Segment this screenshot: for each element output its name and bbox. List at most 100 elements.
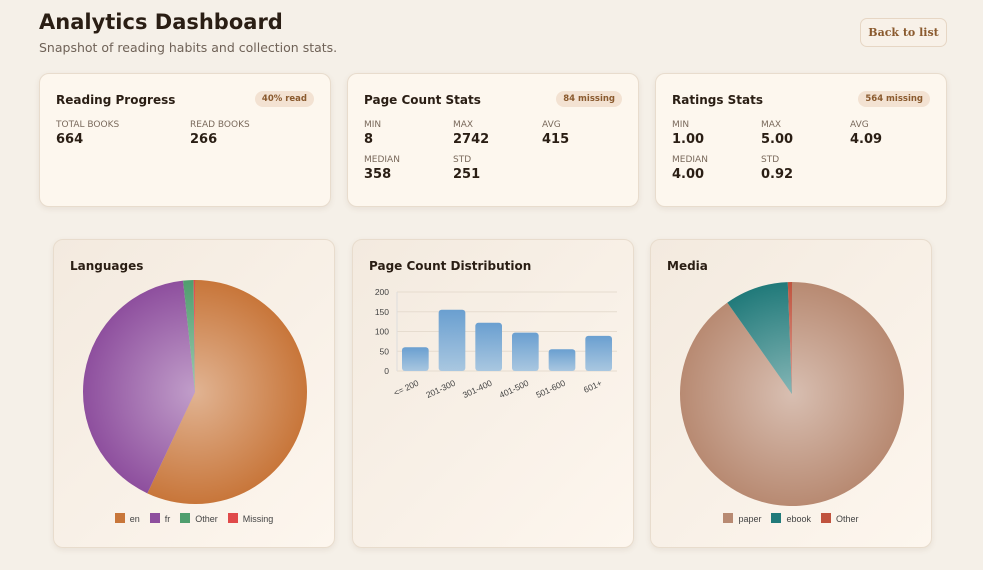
chart-title: Page Count Distribution	[369, 259, 532, 273]
page-count-distribution-card: 0 50 100 150 200 <= 200 201-300 301-400 401-500 5…	[352, 239, 634, 548]
x-tick-label: 301-400	[461, 378, 494, 400]
legend-item-missing[interactable]: Missing	[227, 513, 274, 524]
stat-label: Std	[761, 155, 780, 165]
bar-201-300	[438, 309, 466, 371]
bar-501-600	[548, 349, 576, 371]
stat-label: Std	[453, 155, 472, 165]
pie-slice-highlight	[147, 280, 308, 504]
bar-401-500	[512, 332, 539, 371]
legend-label: Missing	[242, 514, 274, 524]
reading-progress-card: Reading Progress 40% read Total Books 664…	[39, 73, 331, 207]
legend-label: en	[129, 514, 140, 524]
stat-avg: Avg 4.09	[850, 120, 939, 147]
pie-slice-highlight	[727, 282, 792, 394]
legend-swatch	[114, 513, 125, 523]
legend-swatch	[771, 513, 782, 523]
stat-read-books: Read Books 266	[190, 120, 324, 147]
legend-swatch	[227, 513, 238, 523]
page-count-stats-card: Page Count Stats 84 missing Min 8 Max 2742 A…	[347, 73, 639, 207]
stat-label: Max	[453, 120, 474, 130]
legend-item-en[interactable]: en	[114, 513, 140, 524]
legend-item-paper[interactable]: paper	[723, 513, 761, 524]
legend-item-other[interactable]: Other	[821, 513, 859, 524]
languages-chart-card: Languages en fr Other Missing	[53, 239, 335, 548]
stat-value: 4.09	[850, 132, 883, 147]
bar-301-400	[475, 322, 502, 371]
y-tick-label: 0	[384, 366, 389, 376]
stat-std: Std 0.92	[761, 155, 850, 182]
pie-slice-highlight	[82, 280, 195, 494]
page-count-bar-chart: 0 50 100 150 200 <= 200 201-300 301-400 401-500 5…	[375, 287, 617, 400]
stat-value: 251	[453, 167, 481, 182]
stat-total-books: Total Books 664	[56, 120, 190, 147]
chart-title: Media	[667, 259, 708, 273]
stat-value: 2742	[453, 132, 490, 147]
x-tick-label: 601+	[582, 378, 604, 395]
stat-value: 664	[56, 132, 84, 147]
stat-value: 0.92	[761, 167, 794, 182]
legend-item-other[interactable]: Other	[180, 513, 218, 524]
bar-601+	[585, 335, 612, 371]
stat-std: Std 251	[453, 155, 542, 182]
media-chart-card: Media paper ebook Other	[650, 239, 932, 548]
status-badge: 40% read	[254, 91, 314, 107]
legend-swatch	[180, 513, 191, 523]
stat-label: Avg	[850, 120, 869, 130]
x-tick-label: <= 200	[392, 378, 420, 398]
stat-value: 358	[364, 167, 392, 182]
stat-label: Median	[672, 155, 708, 165]
legend-item-ebook[interactable]: ebook	[771, 513, 811, 524]
stat-label: Min	[364, 120, 382, 130]
card-title: Ratings Stats	[672, 93, 763, 107]
ratings-stats-card: Ratings Stats 564 missing Min 1.00 Max 5.00…	[655, 73, 947, 207]
chart-legend: en fr Other Missing	[54, 513, 334, 524]
y-tick-label: 150	[375, 307, 389, 317]
bar-<= 200	[402, 347, 429, 371]
back-to-list-button[interactable]: Back to list	[860, 18, 947, 47]
x-tick-label: 501-600	[534, 378, 567, 400]
page-title: Analytics Dashboard	[39, 10, 283, 34]
stat-label: Max	[761, 120, 782, 130]
languages-pie	[82, 280, 308, 504]
stat-value: 8	[364, 132, 374, 147]
legend-label: Other	[195, 514, 218, 524]
chart-legend: paper ebook Other	[651, 513, 931, 524]
stat-label: Read Books	[190, 120, 250, 130]
stat-label: Median	[364, 155, 400, 165]
media-pie	[680, 282, 904, 506]
pie-slice-highlight	[183, 280, 195, 392]
stat-max: Max 5.00	[761, 120, 850, 147]
legend-label: fr	[164, 514, 171, 524]
stat-value: 266	[190, 132, 218, 147]
legend-swatch	[149, 513, 160, 523]
stat-value: 415	[542, 132, 570, 147]
status-badge: 564 missing	[858, 91, 930, 107]
stat-label: Min	[672, 120, 690, 130]
stat-value: 5.00	[761, 132, 794, 147]
stat-value: 1.00	[672, 132, 705, 147]
y-tick-label: 50	[380, 346, 390, 356]
stat-label: Avg	[542, 120, 561, 130]
page-subtitle: Snapshot of reading habits and collectio…	[39, 40, 338, 55]
x-tick-label: 201-300	[424, 378, 457, 400]
pie-slice-highlight	[193, 280, 195, 392]
legend-label: ebook	[786, 514, 812, 524]
stat-label: Total Books	[56, 120, 120, 130]
x-tick-label: 401-500	[498, 378, 531, 400]
stat-median: Median 358	[364, 155, 453, 182]
legend-item-fr[interactable]: fr	[149, 513, 171, 524]
y-tick-label: 200	[375, 287, 389, 297]
chart-title: Languages	[70, 259, 144, 273]
stat-value: 4.00	[672, 167, 705, 182]
stat-min: Min 8	[364, 120, 453, 147]
card-title: Page Count Stats	[364, 93, 481, 107]
y-tick-label: 100	[375, 327, 389, 337]
pie-slice-highlight	[787, 282, 792, 394]
legend-swatch	[821, 513, 832, 523]
legend-label: Other	[836, 514, 859, 524]
status-badge: 84 missing	[556, 91, 622, 107]
card-title: Reading Progress	[56, 93, 176, 107]
stat-avg: Avg 415	[542, 120, 631, 147]
stat-min: Min 1.00	[672, 120, 761, 147]
legend-label: paper	[738, 514, 762, 524]
